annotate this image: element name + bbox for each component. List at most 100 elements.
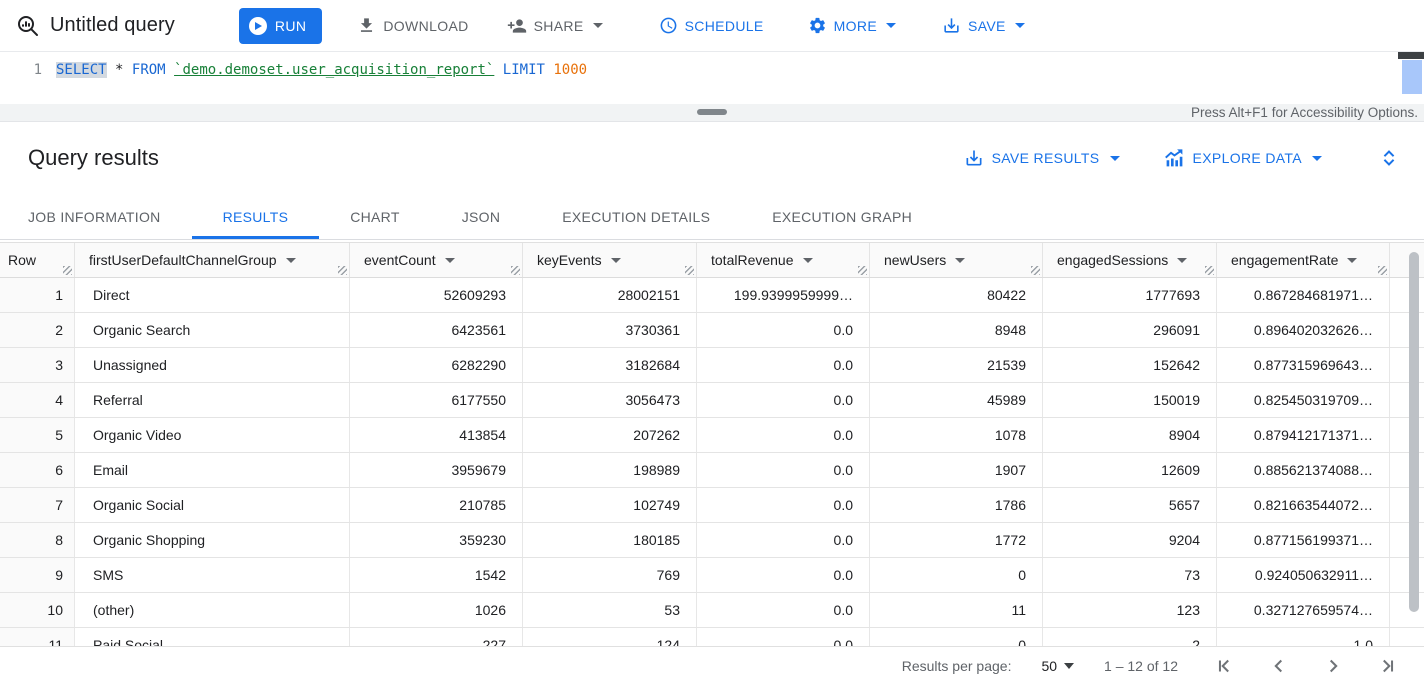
save-results-button[interactable]: SAVE RESULTS xyxy=(964,148,1120,168)
query-results-header: Query results SAVE RESULTS EXPLORE DATA xyxy=(0,122,1424,194)
column-header-newusers[interactable]: newUsers xyxy=(870,243,1043,277)
editor-scrollbar-thumb[interactable] xyxy=(1402,60,1422,94)
column-resize-grip[interactable] xyxy=(1205,266,1214,275)
column-resize-grip[interactable] xyxy=(685,266,694,275)
column-header-firstuserdefaultchannelgroup[interactable]: firstUserDefaultChannelGroup xyxy=(75,243,350,277)
cell-engagedSessions: 150019 xyxy=(1043,383,1217,417)
editor-statusbar: Press Alt+F1 for Accessibility Options. xyxy=(0,104,1424,122)
tab-job-information[interactable]: JOB INFORMATION xyxy=(28,208,161,225)
column-header-totalrevenue[interactable]: totalRevenue xyxy=(697,243,870,277)
column-menu-caret-icon[interactable] xyxy=(802,257,813,263)
tab-json[interactable]: JSON xyxy=(461,208,501,225)
table-scrollbar-thumb[interactable] xyxy=(1409,252,1419,612)
tab-execution-details[interactable]: EXECUTION DETAILS xyxy=(562,208,711,225)
cell-engagementRate: 0.879412171371… xyxy=(1217,418,1390,452)
panel-resize-handle[interactable] xyxy=(697,109,727,115)
column-menu-caret-icon[interactable] xyxy=(285,257,296,263)
column-header-engagementrate[interactable]: engagementRate xyxy=(1217,243,1390,277)
column-resize-grip[interactable] xyxy=(1031,266,1040,275)
cell-eventCount: 1542 xyxy=(350,558,523,592)
cell-totalRevenue: 0.0 xyxy=(697,523,870,557)
cell-keyEvents: 207262 xyxy=(523,418,697,452)
cell-firstUserDefaultChannelGroup: (other) xyxy=(75,593,350,627)
download-button[interactable]: DOWNLOAD xyxy=(344,8,481,44)
cell-engagedSessions: 152642 xyxy=(1043,348,1217,382)
schedule-label: SCHEDULE xyxy=(684,17,764,34)
sql-table-reference[interactable]: `demo.demoset.user_acquisition_report` xyxy=(174,62,495,78)
table-row: 7 Organic Social 210785 102749 0.0 1786 5657 0.… xyxy=(0,488,1424,523)
save-button[interactable]: SAVE xyxy=(929,8,1038,44)
download-label: DOWNLOAD xyxy=(383,17,469,34)
column-header-eventcount[interactable]: eventCount xyxy=(350,243,523,277)
column-label: eventCount xyxy=(364,252,436,268)
run-button-label: RUN xyxy=(274,17,307,34)
results-table: Row firstUserDefaultChannelGroup eventCoun… xyxy=(0,242,1424,646)
chevron-left-icon xyxy=(1274,659,1283,672)
more-button[interactable]: MORE xyxy=(795,8,909,44)
column-menu-caret-icon[interactable] xyxy=(1177,257,1188,263)
editor-overview-ruler xyxy=(1398,52,1424,59)
cell-firstUserDefaultChannelGroup: Email xyxy=(75,453,350,487)
cell-newUsers: 11 xyxy=(870,593,1043,627)
first-page-button[interactable] xyxy=(1214,655,1236,677)
column-resize-grip[interactable] xyxy=(63,266,72,275)
tab-chart[interactable]: CHART xyxy=(350,208,400,225)
cell-engagementRate: 0.327127659574… xyxy=(1217,593,1390,627)
save-caret-icon xyxy=(1014,23,1025,28)
sql-keyword-from: FROM xyxy=(131,62,166,78)
cell-engagementRate: 0.867284681971… xyxy=(1217,278,1390,312)
cell-engagementRate: 1.0 xyxy=(1217,628,1390,646)
last-page-icon xyxy=(1383,659,1394,672)
cell-newUsers: 8948 xyxy=(870,313,1043,347)
schedule-button[interactable]: SCHEDULE xyxy=(646,8,777,44)
table-row: 4 Referral 6177550 3056473 0.0 45989 150019 0.8… xyxy=(0,383,1424,418)
explore-data-button[interactable]: EXPLORE DATA xyxy=(1164,148,1322,169)
sql-limit-value: 1000 xyxy=(553,62,588,78)
cell-firstUserDefaultChannelGroup: SMS xyxy=(75,558,350,592)
column-resize-grip[interactable] xyxy=(338,266,347,275)
run-play-icon xyxy=(248,16,267,35)
table-row: 8 Organic Shopping 359230 180185 0.0 1772 9204… xyxy=(0,523,1424,558)
cell-eventCount: 52609293 xyxy=(350,278,523,312)
table-row: 11 Paid Social 227 124 0.0 0 2 1.0 xyxy=(0,628,1424,646)
cell-firstUserDefaultChannelGroup: Organic Search xyxy=(75,313,350,347)
column-header-row[interactable]: Row xyxy=(0,243,75,277)
sql-star: * xyxy=(115,62,124,78)
column-resize-grip[interactable] xyxy=(858,266,867,275)
column-label: firstUserDefaultChannelGroup xyxy=(89,252,277,268)
table-row: 9 SMS 1542 769 0.0 0 73 0.924050632911… xyxy=(0,558,1424,593)
column-menu-caret-icon[interactable] xyxy=(610,257,621,263)
column-menu-caret-icon[interactable] xyxy=(955,257,966,263)
save-label: SAVE xyxy=(968,17,1006,34)
table-row: 5 Organic Video 413854 207262 0.0 1078 8904 0.8… xyxy=(0,418,1424,453)
cell-newUsers: 80422 xyxy=(870,278,1043,312)
accessibility-hint: Press Alt+F1 for Accessibility Options. xyxy=(1191,104,1418,120)
column-header-engagedsessions[interactable]: engagedSessions xyxy=(1043,243,1217,277)
table-body: 1 Direct 52609293 28002151 199.9399959999… 80… xyxy=(0,278,1424,646)
table-row: 10 (other) 1026 53 0.0 11 123 0.327127659574… xyxy=(0,593,1424,628)
sql-code-line[interactable]: SELECT * FROM `demo.demoset.user_acquisi… xyxy=(56,59,587,81)
query-title[interactable]: Untitled query xyxy=(50,14,175,36)
cell-firstUserDefaultChannelGroup: Unassigned xyxy=(75,348,350,382)
gear-icon xyxy=(809,17,825,34)
row-number: 1 xyxy=(0,278,75,312)
page-size-value: 50 xyxy=(1041,657,1058,674)
column-menu-caret-icon[interactable] xyxy=(444,257,455,263)
share-button[interactable]: SHARE xyxy=(494,8,616,44)
cell-engagedSessions: 296091 xyxy=(1043,313,1217,347)
cell-eventCount: 6282290 xyxy=(350,348,523,382)
previous-page-button[interactable] xyxy=(1268,655,1290,677)
expand-collapse-panel-button[interactable] xyxy=(1378,147,1400,169)
tab-execution-graph[interactable]: EXECUTION GRAPH xyxy=(772,208,913,225)
column-menu-caret-icon[interactable] xyxy=(1347,257,1358,263)
page-size-select[interactable]: 50 xyxy=(1041,657,1075,674)
next-page-button[interactable] xyxy=(1322,655,1344,677)
sql-editor[interactable]: 1 SELECT * FROM `demo.demoset.user_acqui… xyxy=(0,52,1424,104)
last-page-button[interactable] xyxy=(1376,655,1398,677)
column-resize-grip[interactable] xyxy=(1378,266,1387,275)
column-resize-grip[interactable] xyxy=(511,266,520,275)
tab-results[interactable]: RESULTS xyxy=(191,194,320,239)
cell-engagementRate: 0.885621374088… xyxy=(1217,453,1390,487)
column-header-keyevents[interactable]: keyEvents xyxy=(523,243,697,277)
run-button[interactable]: RUN xyxy=(238,7,323,44)
